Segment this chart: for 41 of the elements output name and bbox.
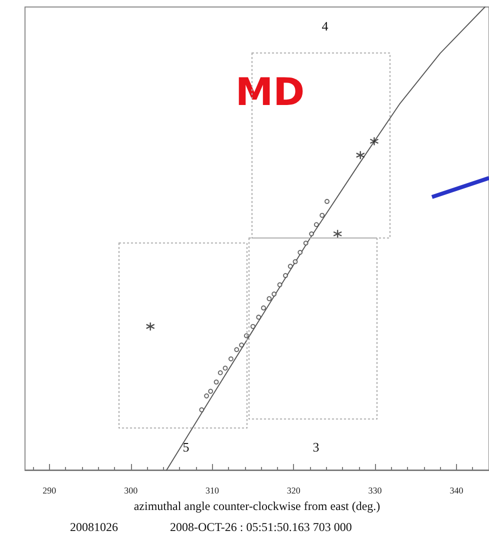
x-tick-label: 290 bbox=[42, 486, 57, 496]
x-tick-label: 300 bbox=[124, 486, 138, 496]
x-tick-label: 340 bbox=[450, 486, 464, 496]
point bbox=[303, 240, 308, 246]
text: 2008-OCT-26 : 05:51:50.163 703 000 bbox=[170, 520, 352, 534]
point bbox=[199, 407, 204, 412]
point bbox=[239, 342, 244, 348]
point bbox=[309, 231, 314, 236]
text: 20081026 bbox=[70, 520, 118, 534]
point bbox=[234, 347, 240, 352]
point bbox=[146, 322, 155, 332]
point bbox=[261, 305, 266, 310]
x-tick-label: 330 bbox=[368, 486, 382, 496]
point bbox=[214, 380, 219, 385]
point bbox=[272, 292, 277, 297]
point bbox=[356, 150, 365, 160]
point bbox=[282, 273, 288, 278]
point bbox=[324, 198, 330, 204]
point bbox=[370, 136, 379, 146]
point bbox=[314, 222, 319, 228]
point bbox=[298, 250, 303, 255]
annotation: 3 bbox=[312, 440, 320, 454]
point bbox=[228, 356, 234, 362]
annotation: 4 bbox=[322, 18, 329, 34]
point bbox=[218, 370, 223, 376]
point bbox=[292, 259, 298, 264]
x-axis-title: azimuthal angle counter-clockwise from east (deg.) bbox=[134, 499, 380, 513]
point bbox=[266, 296, 272, 302]
point bbox=[288, 264, 293, 269]
point bbox=[320, 212, 325, 218]
x-tick-label: 310 bbox=[205, 486, 220, 496]
annotation: 5 bbox=[182, 440, 190, 454]
point bbox=[256, 314, 262, 320]
text: MD bbox=[235, 70, 305, 114]
point bbox=[277, 282, 282, 288]
point bbox=[208, 388, 214, 394]
x-tick-label: 320 bbox=[286, 486, 301, 496]
point bbox=[332, 229, 342, 238]
point bbox=[222, 366, 228, 371]
point bbox=[204, 393, 210, 398]
point bbox=[250, 324, 256, 329]
